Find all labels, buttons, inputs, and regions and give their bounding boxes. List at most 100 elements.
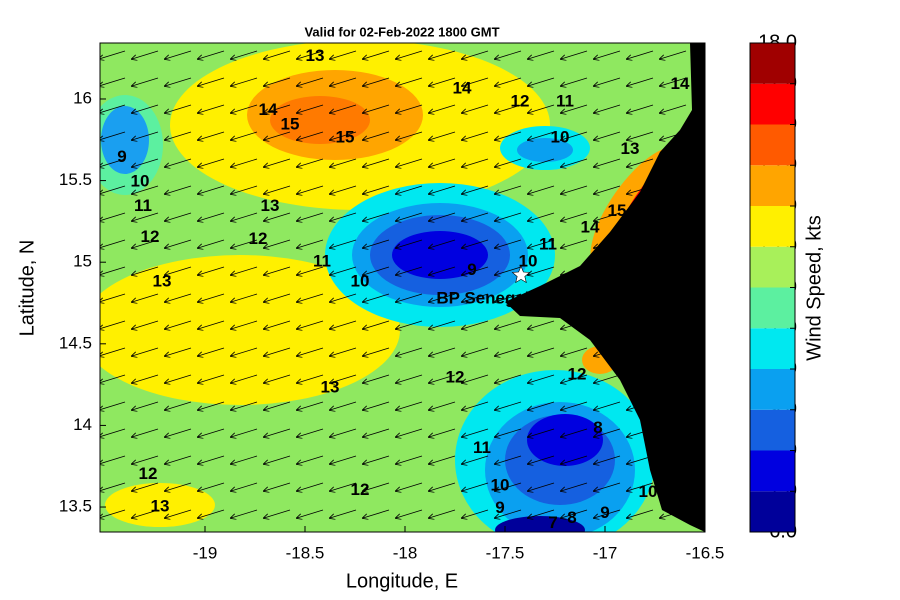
wind-arrow	[132, 455, 159, 464]
wind-arrow	[429, 374, 456, 383]
wind-arrow	[297, 509, 324, 518]
wind-arrow	[495, 320, 522, 329]
wind-arrow	[132, 158, 159, 167]
wind-arrow	[594, 185, 621, 194]
wind-arrow	[198, 482, 225, 491]
wind-arrow	[165, 239, 192, 248]
contour-label: 8	[593, 418, 602, 437]
wind-arrow	[594, 104, 621, 113]
wind-arrow	[363, 212, 390, 221]
wind-arrow	[561, 212, 588, 221]
wind-arrow	[100, 239, 126, 248]
wind-arrow	[198, 347, 225, 356]
x-tick-label: -17	[593, 543, 618, 562]
wind-arrow	[462, 239, 489, 248]
wind-arrow	[495, 455, 522, 464]
wind-arrow	[132, 401, 159, 410]
wind-arrow	[594, 320, 621, 329]
contour-label: 13	[306, 46, 325, 65]
wind-arrow	[528, 455, 555, 464]
wind-arrow	[627, 509, 654, 518]
wind-arrow	[462, 185, 489, 194]
contour-label: 13	[261, 196, 280, 215]
wind-arrow	[594, 239, 621, 248]
wind-arrow	[165, 131, 192, 140]
wind-arrow	[231, 239, 258, 248]
contour-label: 12	[511, 92, 530, 111]
wind-arrow	[528, 401, 555, 410]
wind-arrow	[429, 50, 456, 59]
wind-arrow	[495, 401, 522, 410]
contour-label: 7	[548, 513, 557, 532]
contour-label: 10	[351, 271, 370, 290]
wind-arrow	[231, 428, 258, 437]
wind-arrow	[429, 239, 456, 248]
wind-arrow	[363, 266, 390, 275]
contour-label: 10	[491, 475, 510, 494]
wind-arrow	[561, 401, 588, 410]
wind-arrow	[165, 50, 192, 59]
wind-arrow	[660, 131, 687, 140]
wind-arrow	[396, 158, 423, 167]
y-tick-label: 16	[73, 88, 92, 107]
wind-arrow	[462, 428, 489, 437]
x-tick-label: -18	[393, 543, 418, 562]
contour-label: 11	[653, 466, 671, 485]
colorbar-band	[750, 287, 795, 329]
contour-label: 12	[446, 368, 465, 387]
wind-arrow	[561, 320, 588, 329]
wind-arrow	[363, 374, 390, 383]
wind-arrow	[561, 158, 588, 167]
wind-arrow	[132, 509, 159, 518]
wind-arrow	[528, 50, 555, 59]
wind-arrow	[100, 401, 126, 410]
wind-arrow	[264, 77, 291, 86]
contour-label: 12	[249, 229, 268, 248]
wind-arrow	[363, 482, 390, 491]
wind-arrow	[627, 131, 654, 140]
wind-arrow	[495, 428, 522, 437]
wind-arrow	[264, 401, 291, 410]
wind-arrow	[594, 455, 621, 464]
wind-arrow	[429, 266, 456, 275]
wind-arrow	[429, 455, 456, 464]
wind-arrow	[132, 374, 159, 383]
wind-arrow	[165, 266, 192, 275]
field-region	[101, 106, 149, 174]
wind-arrow	[561, 239, 588, 248]
wind-arrow	[528, 131, 555, 140]
wind-arrow	[231, 266, 258, 275]
y-tick-label: 14	[73, 415, 92, 434]
wind-arrow	[198, 320, 225, 329]
contour-label: 14	[453, 79, 472, 98]
wind-arrow	[330, 347, 357, 356]
wind-arrow	[561, 185, 588, 194]
wind-arrow	[462, 455, 489, 464]
wind-arrow	[165, 374, 192, 383]
wind-arrow	[132, 239, 159, 248]
wind-arrow	[100, 158, 126, 167]
wind-arrow	[561, 293, 588, 302]
wind-arrow	[627, 266, 654, 275]
wind-arrow	[429, 131, 456, 140]
field-region	[495, 516, 585, 532]
wind-arrow	[330, 77, 357, 86]
contour-label: 14	[671, 74, 690, 93]
wind-arrow	[462, 482, 489, 491]
wind-arrow	[462, 401, 489, 410]
wind-arrow	[231, 77, 258, 86]
wind-arrow	[660, 104, 687, 113]
wind-arrow	[528, 266, 555, 275]
wind-arrow	[528, 158, 555, 167]
wind-arrow	[100, 374, 126, 383]
contour-label: 10	[551, 128, 570, 147]
wind-arrow	[561, 77, 588, 86]
wind-arrow	[627, 77, 654, 86]
wind-arrow	[528, 428, 555, 437]
wind-arrow	[231, 455, 258, 464]
wind-arrow	[132, 347, 159, 356]
wind-arrow	[100, 428, 126, 437]
wind-arrow	[198, 374, 225, 383]
wind-arrow	[528, 77, 555, 86]
wind-arrow	[363, 50, 390, 59]
